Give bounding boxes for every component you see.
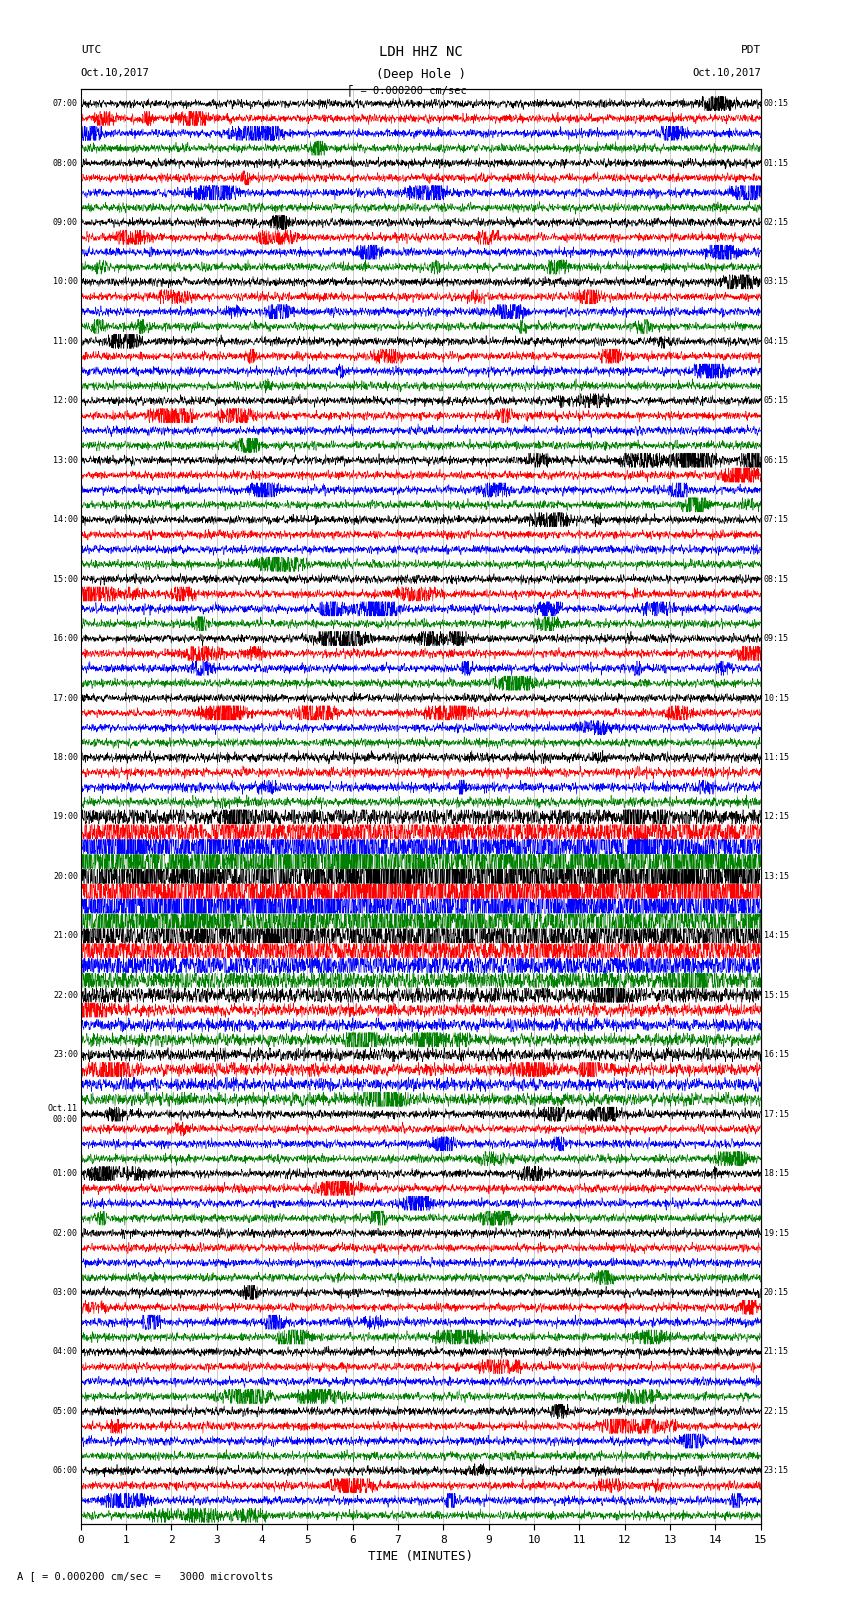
- Text: Oct.10,2017: Oct.10,2017: [81, 68, 150, 77]
- Text: A [ = 0.000200 cm/sec =   3000 microvolts: A [ = 0.000200 cm/sec = 3000 microvolts: [17, 1571, 273, 1581]
- Text: ⎡ = 0.000200 cm/sec: ⎡ = 0.000200 cm/sec: [348, 84, 468, 95]
- Text: UTC: UTC: [81, 45, 101, 55]
- X-axis label: TIME (MINUTES): TIME (MINUTES): [368, 1550, 473, 1563]
- Text: PDT: PDT: [740, 45, 761, 55]
- Text: Oct.10,2017: Oct.10,2017: [692, 68, 761, 77]
- Text: LDH HHZ NC: LDH HHZ NC: [379, 45, 462, 60]
- Text: (Deep Hole ): (Deep Hole ): [376, 68, 466, 81]
